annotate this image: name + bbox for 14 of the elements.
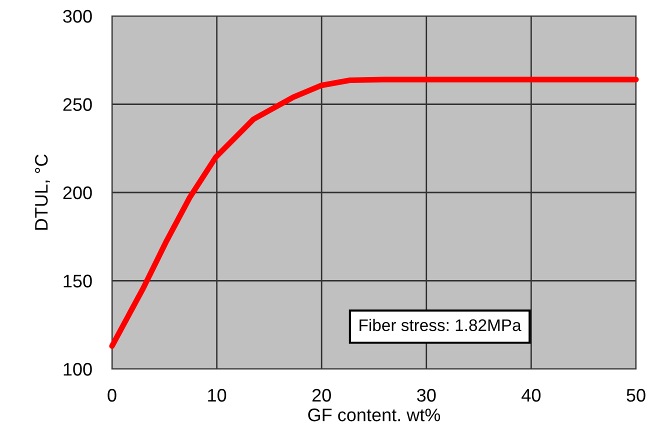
x-tick-label: 0 <box>108 388 116 402</box>
x-tick-label: 20 <box>312 388 331 402</box>
x-tick-label: 50 <box>626 388 646 402</box>
x-tick-label: 30 <box>417 388 436 402</box>
x-tick-label: 10 <box>208 388 226 402</box>
y-tick-label: 200 <box>63 186 92 200</box>
y-tick-label: 100 <box>64 362 92 376</box>
y-tick-label: 250 <box>63 98 92 111</box>
x-axis-title: GF content. wt% <box>308 408 440 422</box>
y-tick-label: 150 <box>64 274 92 288</box>
x-tick-label: 40 <box>522 388 541 402</box>
annotation: Fiber stress: 1.82MPa <box>360 318 522 332</box>
y-tick-label: 300 <box>63 10 92 23</box>
y-axis-title: DTUL, °C <box>34 154 50 230</box>
